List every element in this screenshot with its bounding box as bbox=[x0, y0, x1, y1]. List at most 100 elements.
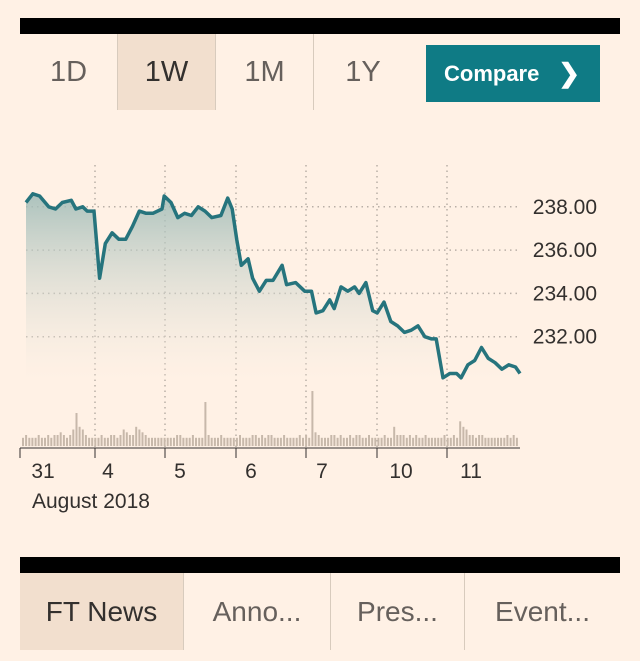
volume-bar bbox=[53, 435, 56, 446]
volume-bar bbox=[144, 435, 147, 446]
volume-bar bbox=[490, 437, 493, 447]
volume-bar bbox=[500, 437, 503, 447]
volume-bar bbox=[314, 432, 317, 447]
volume-bar bbox=[56, 435, 59, 446]
volume-bar bbox=[261, 435, 264, 446]
chevron-right-icon: ❯ bbox=[558, 58, 580, 88]
volume-bar bbox=[78, 426, 81, 447]
volume-bar bbox=[383, 435, 386, 446]
volume-bar bbox=[364, 437, 367, 447]
volume-bar bbox=[283, 435, 286, 446]
volume-bar bbox=[157, 437, 160, 447]
x-tick-label: 10 bbox=[389, 460, 412, 483]
volume-bar bbox=[135, 426, 138, 447]
volume-bar bbox=[25, 435, 28, 446]
range-1d-button[interactable]: 1D bbox=[20, 34, 118, 110]
tab-events[interactable]: Event... bbox=[495, 595, 590, 627]
volume-bar bbox=[116, 437, 119, 447]
volume-bar bbox=[330, 435, 333, 446]
volume-bar bbox=[349, 435, 352, 446]
volume-bar bbox=[147, 437, 150, 447]
volume-bar bbox=[415, 435, 418, 446]
volume-bar bbox=[449, 437, 452, 447]
volume-bar bbox=[242, 437, 245, 447]
y-tick-label: 236.00 bbox=[533, 239, 597, 262]
volume-bar bbox=[493, 437, 496, 447]
volume-bar bbox=[390, 437, 392, 447]
volume-bar bbox=[84, 435, 87, 446]
volume-bar bbox=[289, 437, 292, 447]
volume-bar bbox=[333, 435, 336, 446]
volume-bar bbox=[374, 437, 377, 447]
volume-bar bbox=[207, 435, 210, 446]
price-area bbox=[26, 193, 520, 380]
volume-bar bbox=[69, 435, 72, 446]
volume-bar bbox=[342, 437, 345, 447]
range-1w-button[interactable]: 1W bbox=[118, 34, 216, 110]
volume-bar bbox=[94, 437, 97, 447]
volume-bar bbox=[257, 437, 260, 447]
volume-bar bbox=[399, 435, 402, 446]
x-tick-label: 7 bbox=[316, 460, 328, 483]
range-1y-button[interactable]: 1Y bbox=[345, 55, 381, 88]
volume-bar bbox=[324, 437, 326, 447]
volume-bar bbox=[424, 435, 427, 446]
volume-bar bbox=[427, 437, 430, 447]
volume-bar bbox=[358, 435, 361, 446]
volume-bar bbox=[141, 432, 144, 447]
volume-bar bbox=[368, 435, 370, 446]
tab-press-releases[interactable]: Pres... bbox=[331, 573, 465, 650]
volume-bar bbox=[251, 435, 254, 446]
compare-button[interactable]: Compare ❯ bbox=[426, 45, 600, 102]
volume-bar bbox=[408, 435, 411, 446]
volume-bar bbox=[62, 435, 65, 446]
range-1m-button[interactable]: 1M bbox=[216, 34, 314, 110]
volume-bar bbox=[402, 435, 405, 446]
volume-bar bbox=[47, 435, 50, 446]
volume-bar bbox=[31, 437, 34, 447]
volume-bar bbox=[125, 432, 128, 447]
volume-bar bbox=[210, 437, 213, 447]
tab-ft-news[interactable]: FT News bbox=[20, 573, 184, 650]
volume-bar bbox=[81, 429, 84, 446]
volume-bar bbox=[386, 437, 389, 447]
volume-bar bbox=[361, 437, 364, 447]
volume-bar bbox=[264, 437, 267, 447]
top-divider-bar bbox=[20, 18, 620, 34]
volume-bar bbox=[97, 437, 100, 447]
volume-bar bbox=[456, 437, 459, 447]
volume-bar bbox=[512, 435, 515, 446]
volume-bar bbox=[468, 435, 471, 446]
volume-bar bbox=[327, 437, 330, 447]
volume-bar bbox=[44, 437, 46, 447]
x-tick-label: 31 bbox=[31, 460, 54, 483]
volume-bar bbox=[176, 435, 179, 446]
volume-bar bbox=[28, 437, 31, 447]
volume-bar bbox=[160, 437, 163, 447]
volume-bar bbox=[509, 437, 512, 447]
volume-bar bbox=[113, 435, 116, 446]
volume-bar bbox=[188, 437, 191, 447]
tab-announcements[interactable]: Anno... bbox=[184, 573, 331, 650]
volume-bar bbox=[355, 435, 358, 446]
volume-bars bbox=[22, 391, 518, 447]
volume-bar bbox=[515, 437, 518, 447]
x-tick-label: 4 bbox=[102, 460, 114, 483]
volume-bar bbox=[34, 437, 37, 447]
volume-bar bbox=[132, 435, 135, 446]
volume-bar bbox=[163, 437, 166, 447]
volume-bar bbox=[40, 437, 43, 447]
volume-bar bbox=[487, 437, 490, 447]
volume-bar bbox=[195, 437, 197, 447]
volume-bar bbox=[66, 437, 68, 447]
volume-bar bbox=[459, 421, 462, 447]
volume-bar bbox=[481, 435, 484, 446]
volume-bar bbox=[286, 437, 289, 447]
volume-bar bbox=[440, 437, 443, 447]
volume-bar bbox=[393, 426, 396, 447]
volume-bar bbox=[185, 437, 188, 447]
volume-bar bbox=[201, 437, 204, 447]
news-tabs: FT News Anno... Pres... Event... bbox=[20, 573, 620, 650]
volume-bar bbox=[91, 437, 94, 447]
x-tick-label: 6 bbox=[245, 460, 257, 483]
